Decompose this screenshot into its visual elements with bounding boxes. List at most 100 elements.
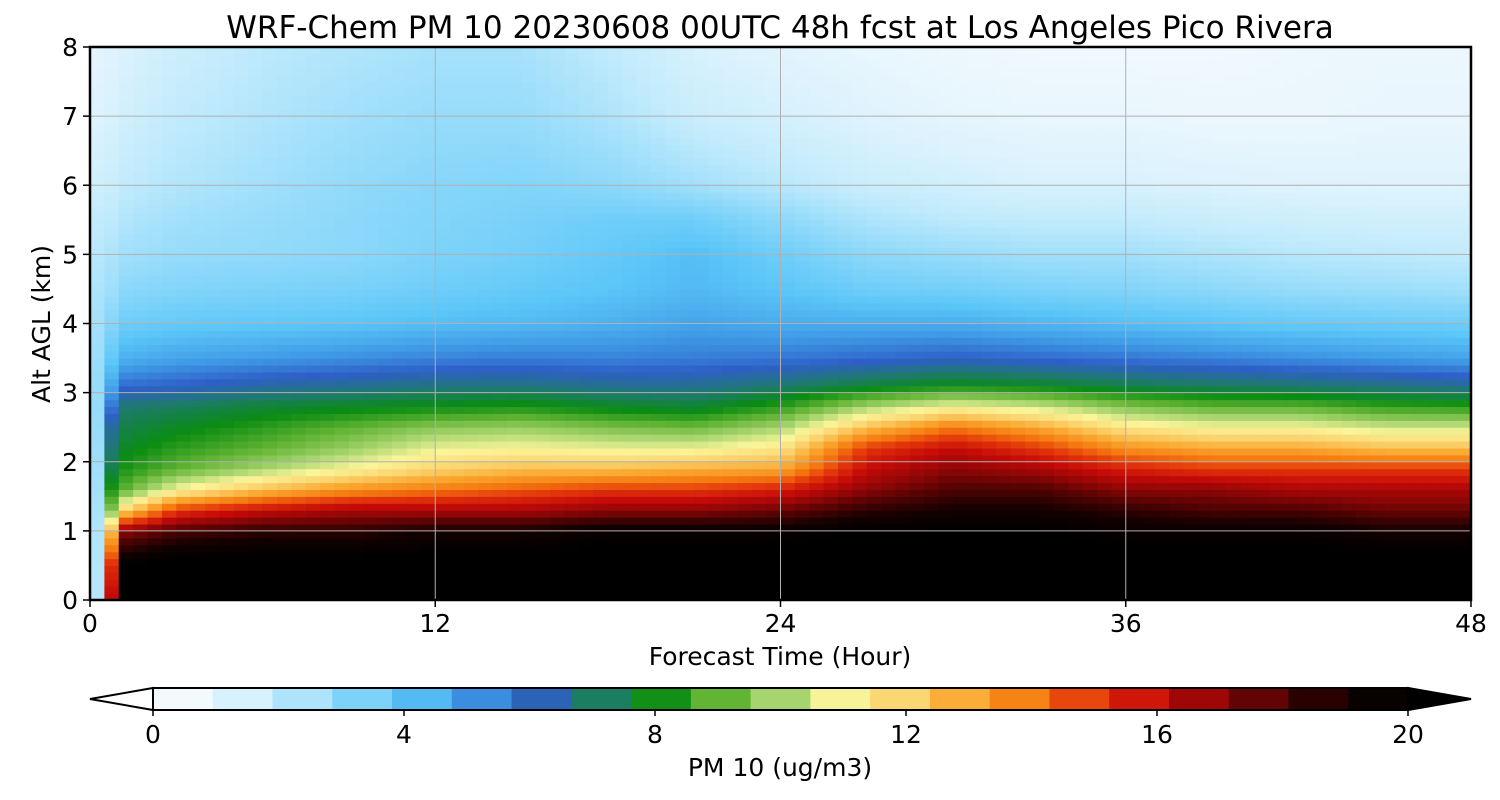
heat-cell — [909, 157, 925, 166]
heat-cell — [118, 275, 134, 283]
heat-cell — [924, 254, 940, 262]
heat-cell — [305, 316, 321, 325]
heat-cell — [377, 406, 393, 414]
heat-cell — [147, 150, 163, 159]
heat-cell — [205, 447, 221, 456]
heat-cell — [751, 323, 767, 332]
heat-cell — [435, 351, 451, 359]
heat-cell — [622, 413, 638, 421]
heat-cell — [161, 109, 177, 117]
heat-cell — [320, 427, 336, 435]
heat-cell — [823, 95, 839, 103]
heat-cell — [708, 67, 724, 76]
heat-cell — [507, 116, 523, 124]
heat-cell — [766, 364, 782, 373]
heat-cell — [507, 219, 523, 228]
heat-cell — [104, 261, 120, 269]
heat-cell — [205, 427, 221, 435]
heat-cell — [464, 254, 480, 262]
heat-cell — [90, 461, 105, 470]
heat-cell — [809, 593, 825, 600]
heat-cell — [550, 434, 566, 442]
heat-cell — [694, 95, 710, 103]
heat-cell — [550, 337, 566, 345]
heat-cell — [794, 53, 810, 62]
heat-cell — [320, 530, 336, 539]
heat-cell — [492, 295, 508, 304]
heat-cell — [838, 447, 854, 456]
heat-cell — [478, 461, 494, 470]
heat-cell — [535, 123, 551, 131]
heat-cell — [90, 261, 105, 269]
heat-cell — [823, 205, 839, 214]
heat-cell — [262, 413, 278, 421]
heat-cell — [953, 60, 969, 69]
heat-cell — [751, 441, 767, 449]
heat-cell — [593, 461, 609, 470]
heat-cell — [449, 116, 465, 124]
heat-cell — [838, 468, 854, 477]
heat-cell — [909, 454, 925, 463]
heat-cell — [665, 254, 681, 262]
heat-cell — [550, 392, 566, 401]
heat-cell — [233, 427, 249, 435]
heat-cell — [679, 358, 695, 366]
heat-cell — [118, 593, 134, 600]
heat-cell — [780, 496, 796, 504]
heat-cell — [478, 136, 494, 145]
heat-cell — [392, 503, 408, 511]
heat-cell — [550, 530, 566, 539]
heat-cell — [607, 95, 623, 103]
heat-cell — [809, 247, 825, 255]
heat-cell — [622, 530, 638, 539]
heat-cell — [679, 102, 695, 110]
heat-cell — [492, 351, 508, 359]
heat-cell — [118, 461, 134, 470]
heat-cell — [953, 565, 969, 573]
heat-cell — [248, 171, 264, 179]
heat-cell — [722, 192, 738, 200]
heat-cell — [981, 572, 997, 580]
heat-cell — [550, 60, 566, 69]
heat-cell — [205, 475, 221, 484]
heat-cell — [334, 427, 350, 435]
heat-cell — [363, 123, 379, 131]
heat-cell — [809, 406, 825, 414]
heat-cell — [679, 205, 695, 214]
heat-cell — [564, 212, 580, 221]
heat-cell — [521, 295, 537, 304]
heat-cell — [766, 185, 782, 193]
heat-cell — [751, 434, 767, 442]
heat-cell — [909, 537, 925, 546]
heat-cell — [334, 344, 350, 352]
heat-cell — [579, 593, 595, 600]
heat-cell — [205, 116, 221, 124]
heat-cell — [147, 358, 163, 366]
heat-cell — [967, 171, 983, 179]
heat-cell — [147, 199, 163, 207]
heat-cell — [406, 67, 422, 76]
heat-cell — [392, 302, 408, 311]
heat-cell — [607, 558, 623, 567]
heat-cell — [622, 427, 638, 435]
heat-cell — [708, 351, 724, 359]
heat-cell — [579, 150, 595, 159]
heat-cell — [190, 316, 206, 325]
heat-cell — [838, 88, 854, 96]
heat-cell — [694, 517, 710, 525]
heat-cell — [535, 558, 551, 567]
heat-cell — [277, 434, 292, 442]
heat-cell — [866, 254, 882, 262]
heat-cell — [967, 475, 983, 484]
heat-cell — [737, 81, 753, 90]
heat-cell — [205, 461, 221, 470]
heat-cell — [478, 268, 494, 276]
heat-cell — [277, 447, 292, 456]
heat-cell — [579, 81, 595, 90]
heat-cell — [895, 503, 911, 511]
heat-cell — [809, 102, 825, 110]
heat-cell — [492, 53, 508, 62]
heat-cell — [852, 288, 868, 297]
heat-cell — [104, 551, 120, 560]
heat-cell — [435, 323, 451, 332]
